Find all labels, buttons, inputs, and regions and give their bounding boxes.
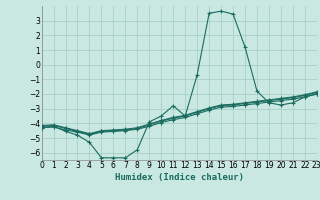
X-axis label: Humidex (Indice chaleur): Humidex (Indice chaleur) (115, 173, 244, 182)
